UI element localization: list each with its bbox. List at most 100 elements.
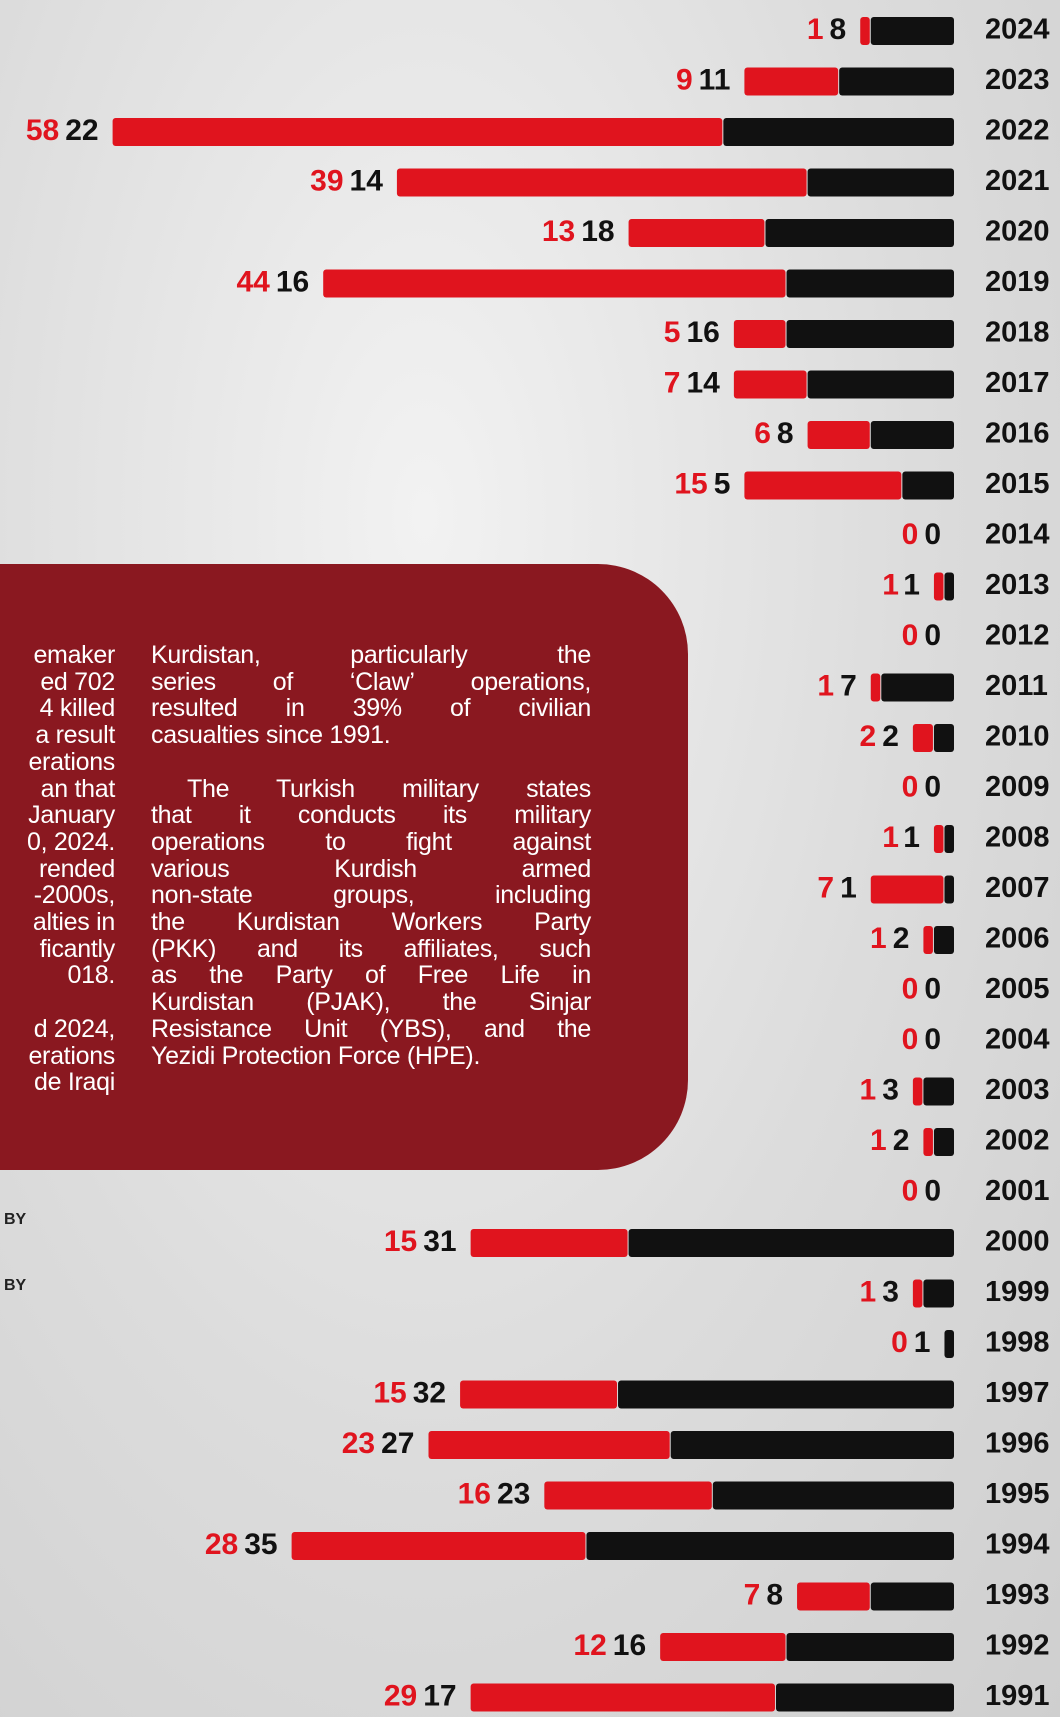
panel-text-line: a result (35, 722, 115, 748)
value-label: 0 (902, 518, 919, 551)
bar-segment (934, 825, 944, 853)
y-tick-label: 2024 (985, 14, 1050, 46)
bar-segment (787, 1633, 954, 1661)
value-label: 15 (373, 1376, 406, 1409)
value-labels: 1531 (384, 1225, 457, 1258)
value-label: 16 (458, 1477, 491, 1510)
bar-segment (323, 270, 785, 298)
y-tick-label: 2002 (985, 1125, 1050, 1157)
value-labels: 12 (870, 922, 909, 955)
value-labels: 4416 (236, 265, 309, 298)
bar-segment (723, 118, 954, 146)
panel-text-line: The Turkish military states (151, 776, 591, 802)
value-label: 2 (893, 1124, 910, 1157)
page: Casualties by year {"chart_data": {"type… (0, 0, 1060, 1717)
bar-segment (934, 1128, 954, 1156)
value-labels: 1532 (373, 1376, 446, 1409)
y-tick-label: 2017 (985, 367, 1050, 399)
bar-segment (471, 1229, 628, 1257)
bar-segment (765, 219, 954, 247)
bar-segment (871, 17, 954, 45)
value-label: 27 (381, 1427, 414, 1460)
panel-text-line: Resistance Unit (YBS), and the (151, 1016, 591, 1042)
value-label: 2 (860, 720, 877, 753)
bar-segment (808, 169, 954, 197)
value-label: 0 (924, 972, 941, 1005)
bar-segment (934, 573, 944, 601)
y-tick-label: 1993 (985, 1579, 1050, 1611)
value-label: 0 (924, 770, 941, 803)
bar-segment (629, 1229, 954, 1257)
bar-segment (797, 1583, 870, 1611)
value-label: 28 (205, 1528, 238, 1561)
bar-segment (934, 926, 954, 954)
bar-segment (944, 825, 954, 853)
y-tick-label: 2001 (985, 1175, 1050, 1207)
value-label: 9 (676, 63, 693, 96)
bar-segment (913, 724, 933, 752)
bar-segment (934, 724, 954, 752)
value-labels: 01 (891, 1326, 930, 1359)
value-label: 7 (840, 669, 857, 702)
bar-segment (923, 926, 933, 954)
value-label: 5 (714, 467, 731, 500)
y-tick-label: 1996 (985, 1428, 1050, 1460)
value-label: 8 (777, 417, 794, 450)
value-label: 0 (924, 518, 941, 551)
bar-segment (113, 118, 723, 146)
y-tick-label: 2000 (985, 1226, 1050, 1258)
panel-text-line: January (28, 802, 115, 828)
bar-segment (629, 219, 765, 247)
value-labels: 13 (860, 1275, 899, 1308)
bar-segment (871, 1583, 954, 1611)
value-labels: 11 (882, 568, 920, 601)
value-label: 5 (664, 316, 681, 349)
bar-segment (471, 1684, 775, 1712)
y-tick-label: 2019 (985, 266, 1050, 298)
value-label: 6 (754, 417, 771, 450)
panel-text-line: casualties since 1991. (151, 722, 591, 748)
panel-text-line: Yezidi Protection Force (HPE). (151, 1043, 591, 1069)
y-tick-label: 2010 (985, 721, 1050, 753)
bar-segment (660, 1633, 785, 1661)
panel-text-line: ficantly (40, 936, 115, 962)
panel-text-line: 4 killed (40, 695, 115, 721)
y-tick-label: 2021 (985, 165, 1050, 197)
bar-segment (292, 1532, 586, 1560)
panel-text-line: de Iraqi (34, 1069, 115, 1095)
value-label: 13 (542, 215, 575, 248)
value-label: 2 (882, 720, 899, 753)
panel-text-line: that it conducts its military (151, 802, 591, 828)
note: BY (4, 1277, 26, 1295)
value-label: 44 (236, 265, 270, 298)
y-tick-label: 2015 (985, 468, 1050, 500)
value-label: 0 (924, 1174, 941, 1207)
bar-segment (734, 320, 786, 348)
value-label: 0 (924, 1023, 941, 1056)
panel-text-line: non-state groups, including (151, 882, 591, 908)
value-labels: 71 (817, 871, 856, 904)
y-tick-label: 2004 (985, 1024, 1050, 1056)
bar-segment (713, 1482, 954, 1510)
value-label: 14 (686, 366, 720, 399)
bar-segment (944, 1330, 954, 1358)
y-tick-label: 2003 (985, 1074, 1050, 1106)
bar-segment (744, 472, 901, 500)
bar-segment (776, 1684, 954, 1712)
bar-segment (902, 472, 954, 500)
value-label: 14 (350, 164, 384, 197)
value-label: 58 (26, 114, 59, 147)
bar-segment (881, 674, 954, 702)
value-label: 1 (903, 821, 920, 854)
y-tick-label: 2008 (985, 822, 1050, 854)
y-tick-label: 2009 (985, 771, 1050, 803)
page-body: 1820249112023582220223914202113182020441… (0, 0, 1060, 1717)
value-label: 1 (882, 821, 898, 854)
panel-text-line: various Kurdish armed (151, 856, 591, 882)
